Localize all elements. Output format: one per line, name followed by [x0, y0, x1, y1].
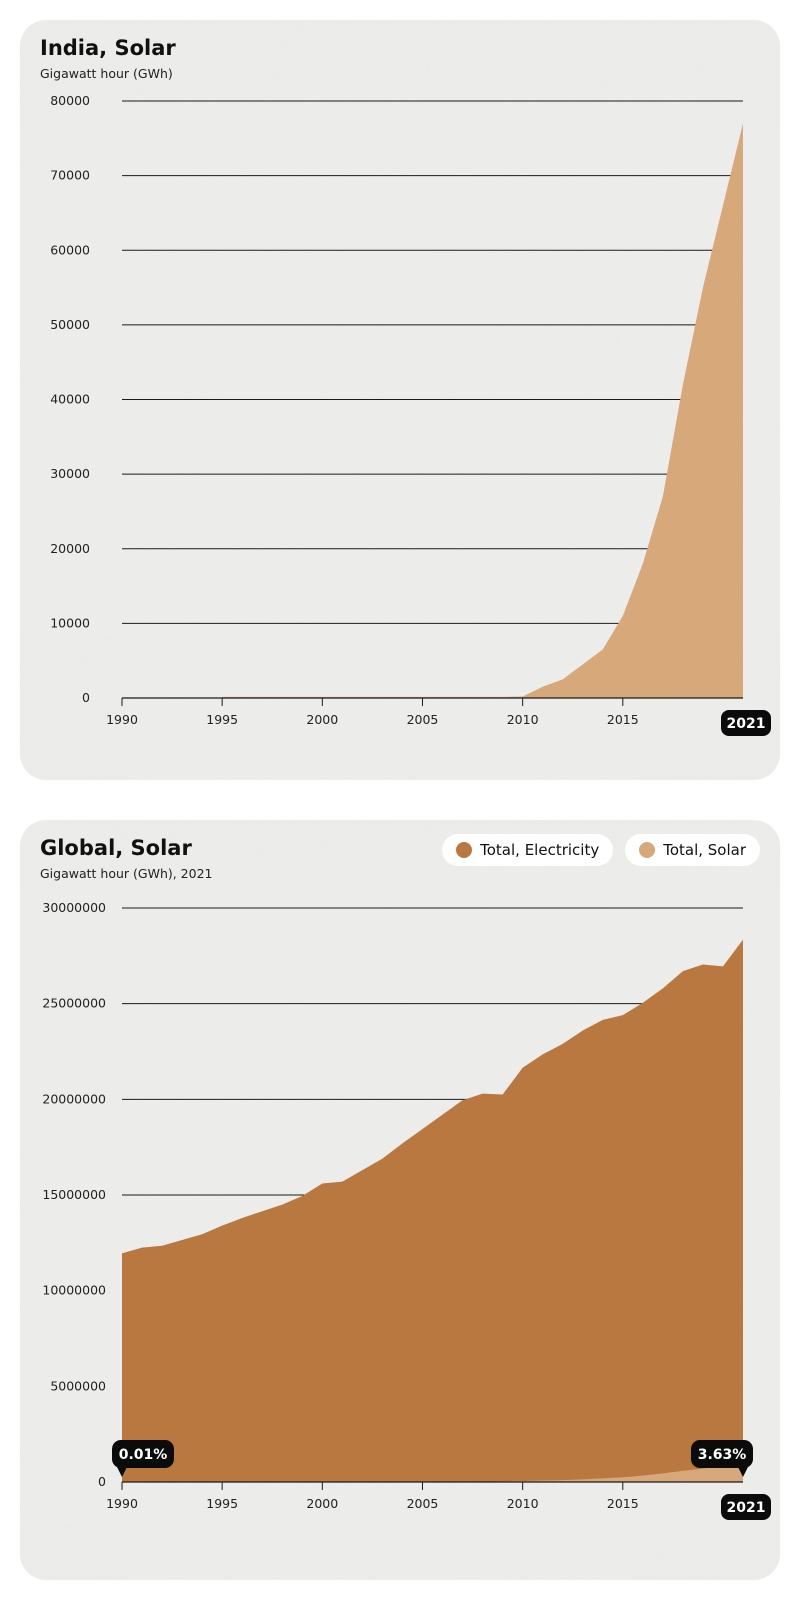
chart-title: India, Solar	[40, 36, 176, 60]
annotation-bg	[112, 1440, 174, 1468]
y-tick-label: 15000000	[42, 1187, 106, 1202]
annotation-callout: 3.63%	[691, 1440, 753, 1477]
india-solar-chart: 0 10000 20000 30000 40000 50000 60000 70000 8000…	[50, 93, 771, 736]
india-solar-card: India, Solar Gigawatt hour (GWh) 0 10000 2…	[20, 20, 780, 780]
chart-legend: Total, Electricity Total, Solar	[442, 834, 760, 866]
y-tick-label: 5000000	[50, 1378, 106, 1393]
series-area-0	[222, 123, 744, 698]
x-tick-label: 2010	[507, 1496, 539, 1511]
legend-item-electricity[interactable]: Total, Electricity	[442, 834, 614, 866]
y-tick-label: 30000	[50, 466, 90, 481]
y-tick-label: 0	[82, 690, 90, 705]
y-tick-label: 70000	[50, 168, 90, 183]
x-tick-label: 2010	[507, 712, 539, 727]
y-tick-label: 60000	[50, 242, 90, 257]
y-tick-label: 10000	[50, 615, 90, 630]
x-tick-label: 1990	[106, 1496, 138, 1511]
legend-item-solar[interactable]: Total, Solar	[625, 834, 760, 866]
year-badge-bg	[721, 710, 771, 736]
annotation-pointer	[738, 1467, 748, 1477]
y-axis-label: Gigawatt hour (GWh)	[40, 66, 173, 81]
chart-title: Global, Solar	[40, 836, 192, 860]
series-area-1	[122, 1462, 743, 1482]
x-tick-label: 2005	[407, 1496, 439, 1511]
y-tick-label: 10000000	[42, 1283, 106, 1298]
legend-swatch-solar	[639, 842, 656, 858]
year-badge-label: 2021	[727, 716, 766, 732]
x-tick-label: 2000	[306, 1496, 338, 1511]
global-solar-card: Global, Solar Gigawatt hour (GWh), 2021 …	[20, 820, 780, 1580]
annotation-label: 0.01%	[119, 1447, 168, 1463]
y-tick-label: 0	[98, 1474, 106, 1489]
y-tick-label: 80000	[50, 93, 90, 108]
y-tick-label: 40000	[50, 392, 90, 407]
y-axis-label: Gigawatt hour (GWh), 2021	[40, 866, 213, 881]
annotation-bg	[691, 1440, 753, 1468]
global-solar-chart: 0 5000000 10000000 15000000 20000000 25000000…	[42, 900, 771, 1520]
x-tick-label: 1995	[206, 1496, 238, 1511]
x-tick-label: 2015	[607, 1496, 639, 1511]
y-tick-label: 20000000	[42, 1091, 106, 1106]
annotation-pointer	[117, 1467, 127, 1477]
x-tick-label: 2015	[607, 712, 639, 727]
y-tick-label: 25000000	[42, 996, 106, 1011]
legend-label: Total, Electricity	[480, 841, 600, 859]
legend-label: Total, Solar	[663, 841, 746, 859]
year-badge-bg	[721, 1494, 771, 1520]
legend-swatch-electricity	[456, 842, 473, 858]
y-tick-label: 20000	[50, 541, 90, 556]
series-area-0	[122, 939, 743, 1482]
y-tick-label: 30000000	[42, 900, 106, 915]
x-tick-label: 2000	[306, 712, 338, 727]
y-tick-label: 50000	[50, 317, 90, 332]
x-tick-label: 2005	[407, 712, 439, 727]
x-tick-label: 1995	[206, 712, 238, 727]
x-tick-label: 1990	[106, 712, 138, 727]
annotation-callout: 0.01%	[112, 1440, 174, 1477]
year-badge-label: 2021	[727, 1500, 766, 1516]
annotation-label: 3.63%	[698, 1447, 747, 1463]
